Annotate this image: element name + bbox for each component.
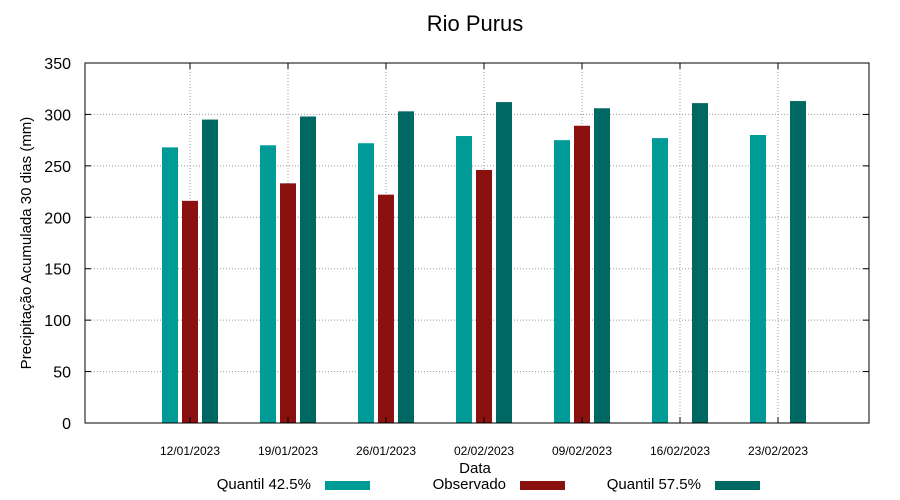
y-tick-label: 50 (53, 365, 71, 382)
bar-quantil-42 (456, 136, 472, 423)
bar-quantil-57 (300, 116, 316, 423)
y-tick-label: 250 (44, 159, 71, 176)
axis-ticks: 0 50 100 150 200 250 300 350 12/01/2023 19/01/202… (44, 56, 869, 458)
bar-quantil-42 (652, 138, 668, 424)
bar-observado (280, 183, 296, 423)
bars (162, 101, 806, 424)
legend: Quantil 42.5% Observado Quantil 57.5% (217, 476, 760, 493)
x-tick-label: 09/02/2023 (552, 444, 612, 458)
bar-observado (574, 125, 590, 423)
legend-label: Quantil 42.5% (217, 476, 311, 493)
bar-quantil-42 (750, 135, 766, 423)
bar-quantil-57 (692, 103, 708, 423)
chart-title: Rio Purus (427, 11, 524, 36)
bar-quantil-42 (162, 147, 178, 424)
bar-quantil-57 (790, 101, 806, 424)
y-axis-title: Precipitação Acumulada 30 dias (mm) (18, 117, 35, 370)
y-tick-label: 150 (44, 262, 71, 279)
legend-swatch (520, 481, 565, 490)
legend-swatch (715, 481, 760, 490)
bar-quantil-57 (496, 102, 512, 423)
x-tick-label: 26/01/2023 (356, 444, 416, 458)
legend-label: Quantil 57.5% (607, 476, 701, 493)
x-axis-title: Data (459, 460, 491, 477)
plot-frame (84, 62, 870, 424)
x-tick-label: 02/02/2023 (454, 444, 514, 458)
y-tick-label: 0 (62, 416, 71, 433)
bar-quantil-42 (554, 140, 570, 423)
legend-label: Observado (433, 476, 506, 493)
y-tick-label: 350 (44, 56, 71, 73)
y-tick-label: 200 (44, 210, 71, 227)
bar-quantil-42 (358, 143, 374, 423)
x-tick-label: 16/02/2023 (650, 444, 710, 458)
bar-quantil-57 (398, 111, 414, 423)
x-tick-label: 12/01/2023 (160, 444, 220, 458)
x-tick-label: 23/02/2023 (748, 444, 808, 458)
bar-observado (182, 200, 198, 423)
bar-quantil-57 (202, 119, 218, 424)
legend-swatch (325, 481, 370, 490)
bar-observado (378, 194, 394, 423)
bar-quantil-57 (594, 108, 610, 423)
bar-quantil-42 (260, 145, 276, 424)
x-tick-label: 19/01/2023 (258, 444, 318, 458)
y-tick-label: 300 (44, 107, 71, 124)
bar-observado (476, 169, 492, 423)
y-tick-label: 100 (44, 313, 71, 330)
